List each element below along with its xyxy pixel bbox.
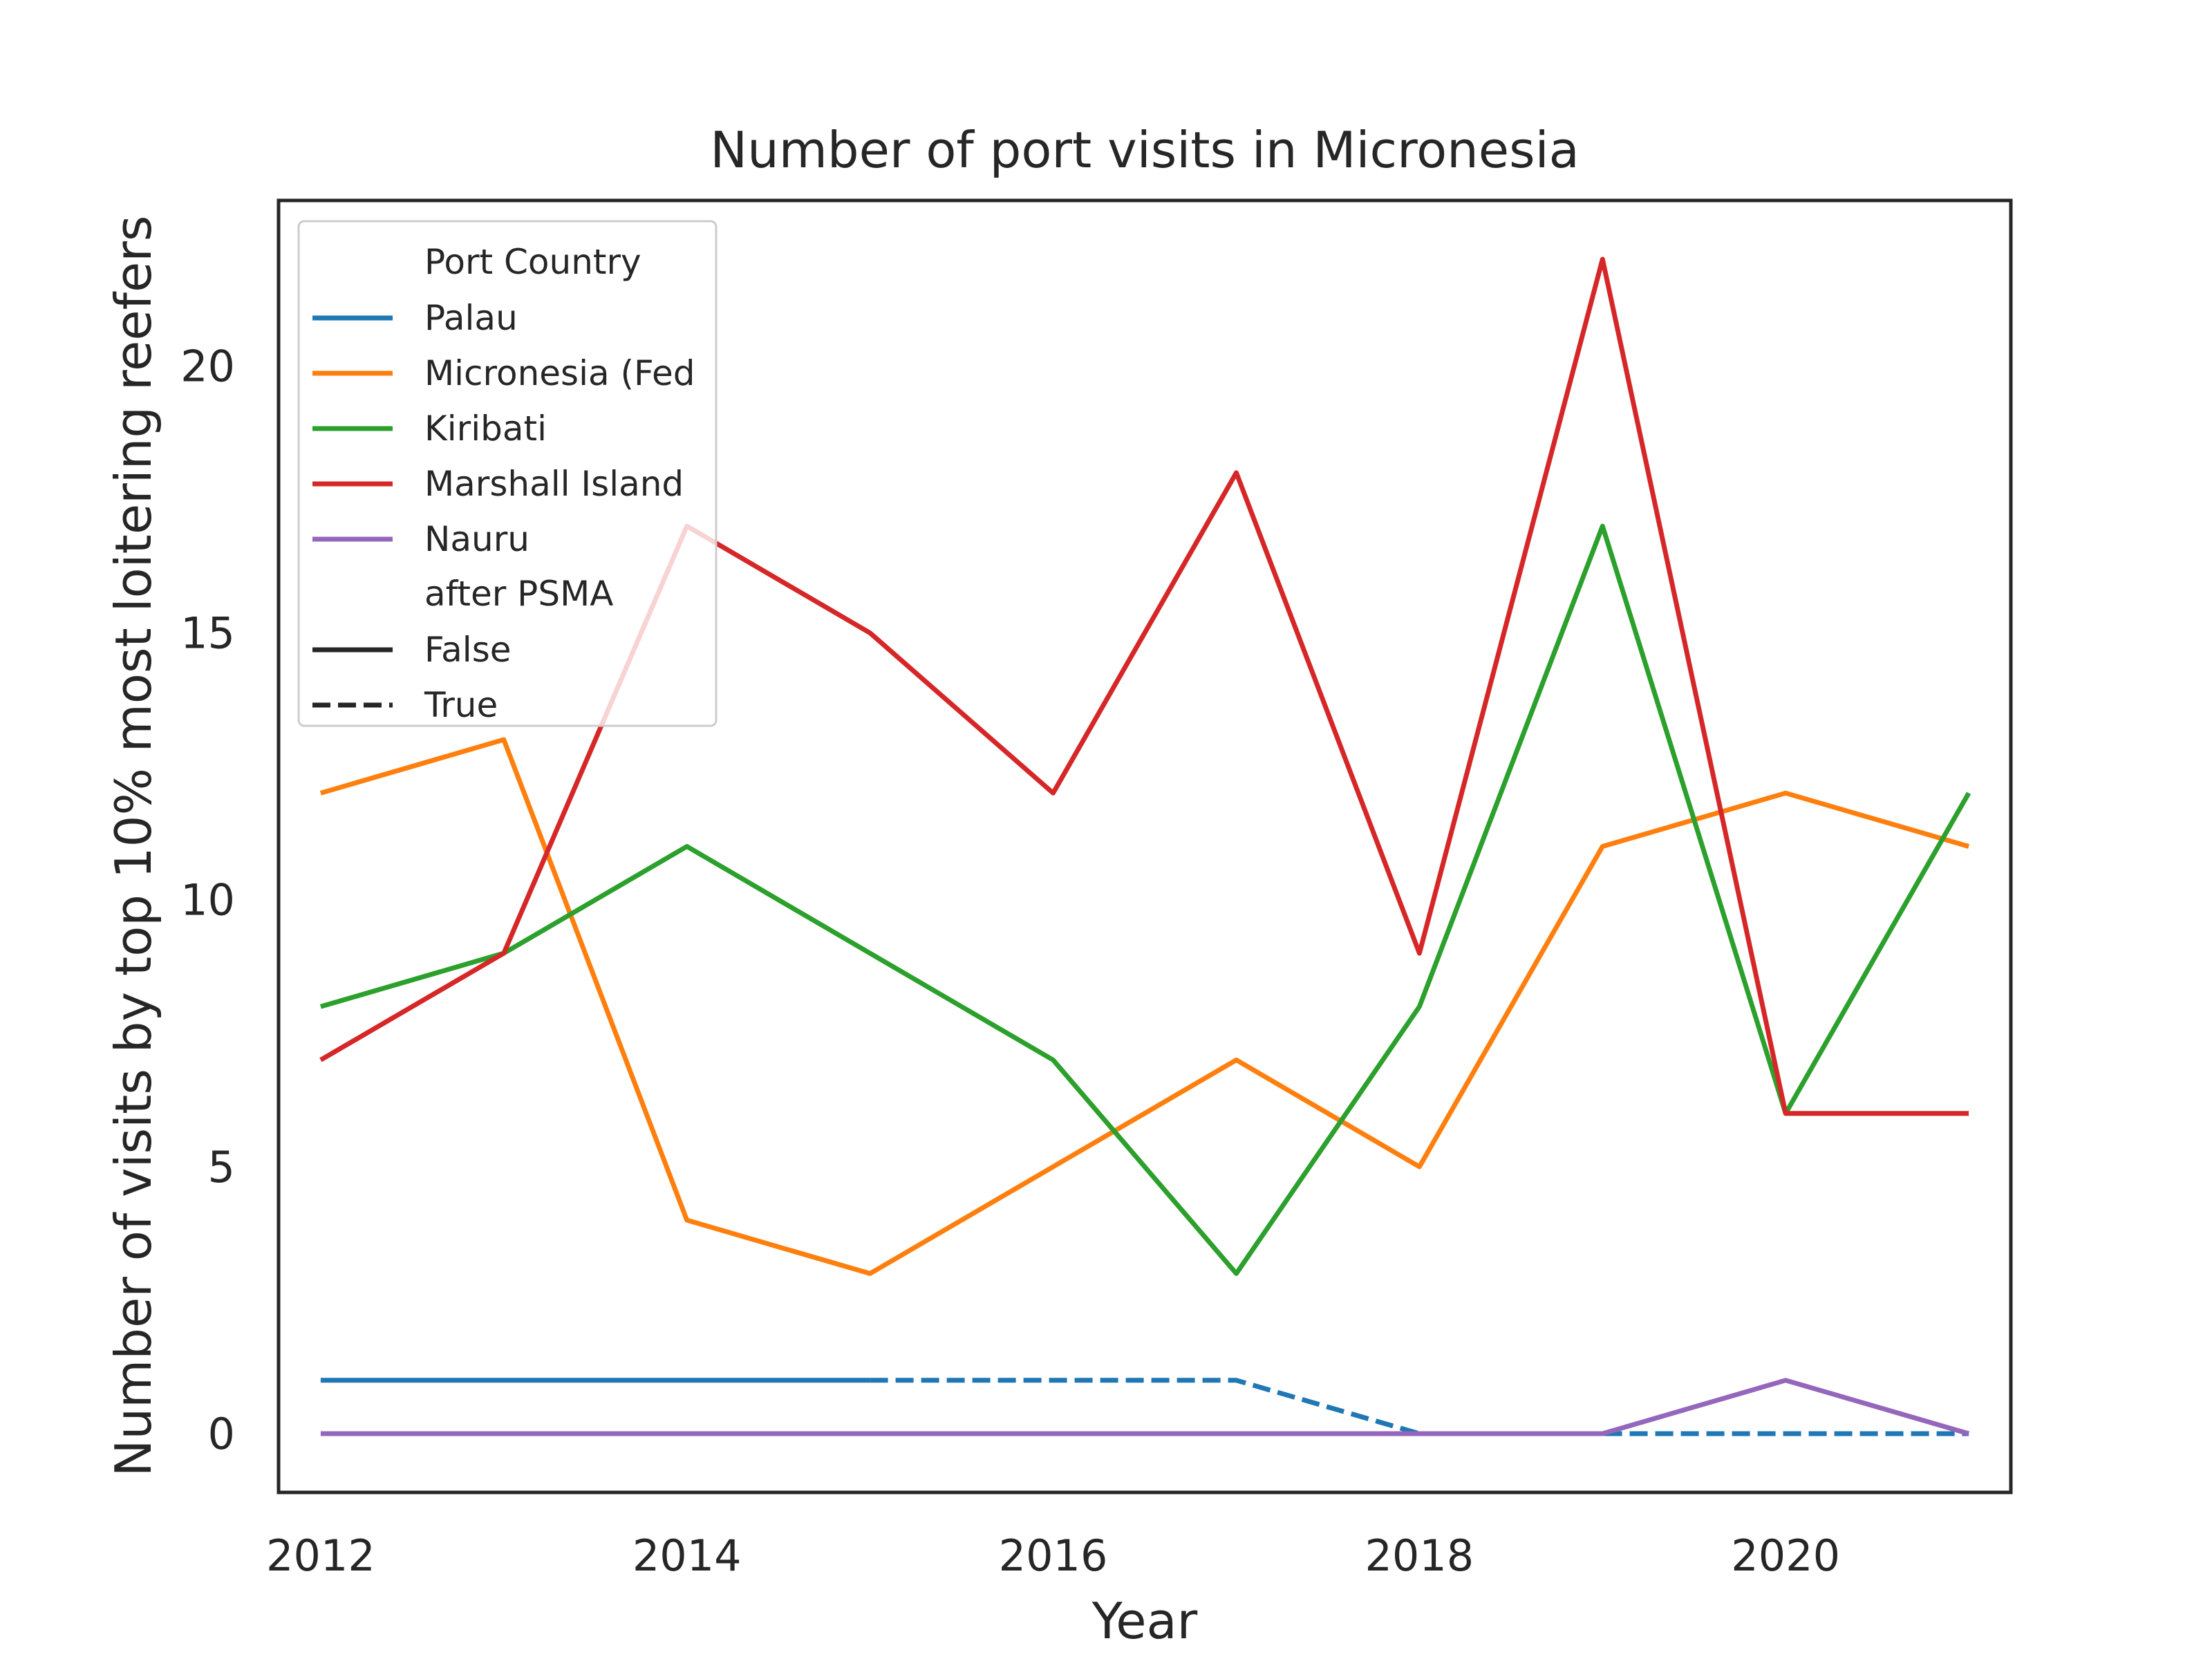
y-tick-label: 20 [180, 341, 235, 391]
y-tick-label: 10 [180, 875, 235, 926]
y-tick-label: 5 [208, 1142, 235, 1192]
x-tick-labels: 2012 2014 2016 2018 2020 [266, 1530, 1840, 1581]
x-tick-label: 2018 [1365, 1530, 1474, 1581]
legend-label: Micronesia (Fed [424, 353, 695, 393]
legend-title: after PSMA [424, 574, 613, 614]
y-axis-label: Number of visits by top 10% most loiteri… [104, 216, 162, 1477]
legend-label: Nauru [424, 519, 529, 559]
series-line-nauru-after-psma-false [320, 1378, 1970, 1436]
legend: Port Country Palau Micronesia (Fed Kiribati… [297, 220, 718, 727]
series-line-palau-after-psma-true [870, 1378, 1969, 1436]
legend-box [297, 220, 718, 727]
y-tick-label: 0 [208, 1409, 235, 1459]
y-tick-labels: 0 5 10 15 20 [180, 341, 235, 1459]
legend-label: True [424, 685, 498, 725]
series-line-marshall-island-after-psma-false [319, 256, 1969, 1116]
legend-label: Kiribati [424, 409, 547, 449]
x-axis-label: Year [1091, 1592, 1198, 1650]
x-tick-label: 2014 [632, 1530, 742, 1581]
chart-title: Number of port visits in Micronesia [710, 121, 1580, 179]
x-tick-label: 2016 [999, 1530, 1108, 1581]
legend-label: Palau [424, 298, 518, 338]
x-tick-label: 2020 [1731, 1530, 1840, 1581]
legend-title: Port Country [424, 242, 641, 282]
series-layer [319, 256, 1971, 1436]
y-tick-label: 15 [180, 608, 235, 659]
series-line-kiribati-after-psma-false [319, 523, 1971, 1276]
x-tick-label: 2012 [266, 1530, 375, 1581]
plot-frame [276, 198, 2013, 1494]
legend-label: Marshall Island [424, 464, 684, 504]
legend-label: False [424, 630, 512, 670]
